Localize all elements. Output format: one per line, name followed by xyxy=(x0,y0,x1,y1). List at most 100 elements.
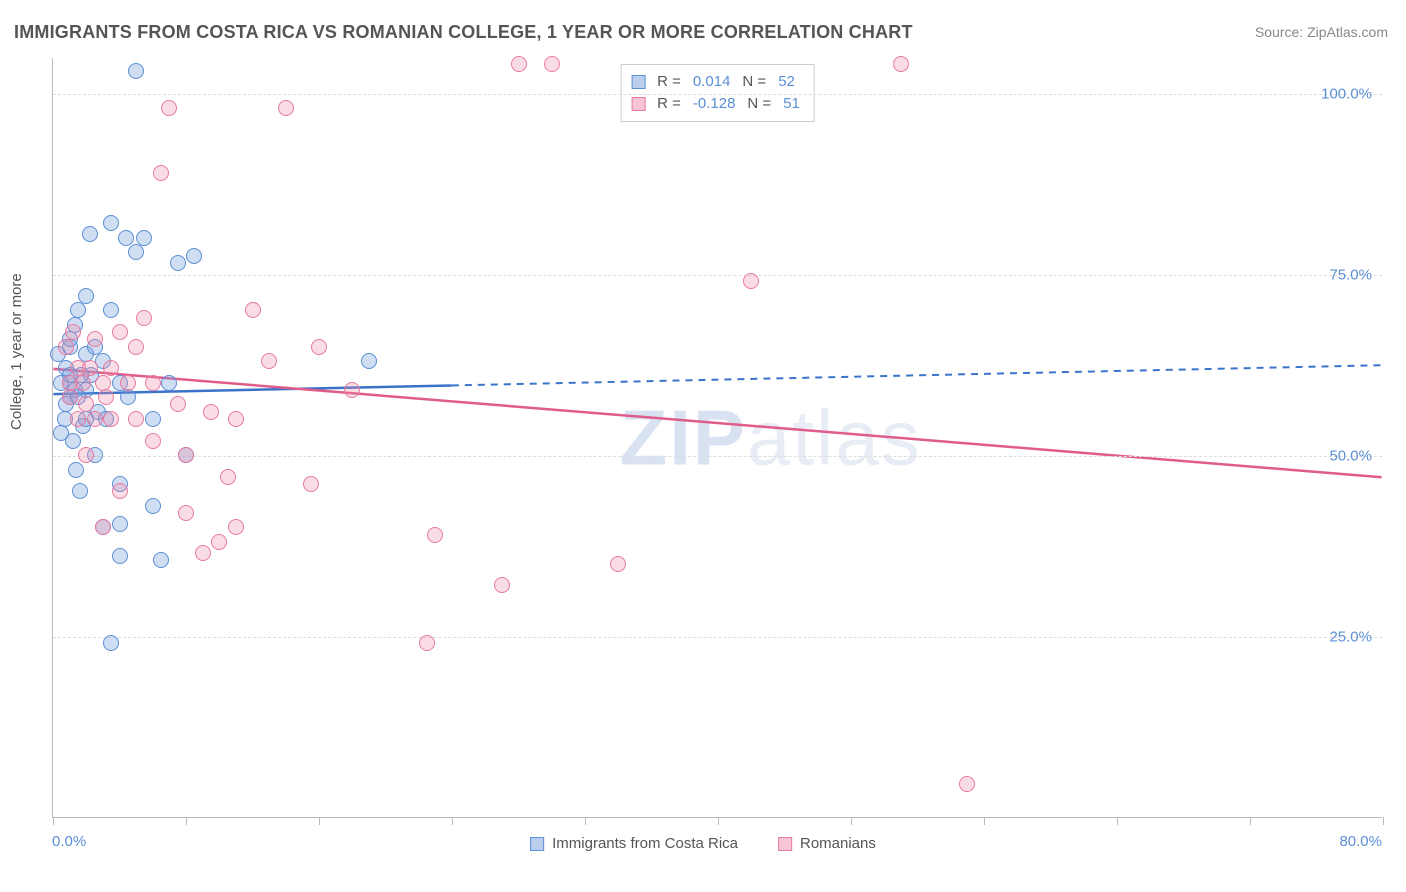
scatter-point xyxy=(68,462,84,478)
gridline xyxy=(53,456,1382,457)
gridline xyxy=(53,94,1382,95)
scatter-point xyxy=(78,447,94,463)
y-tick-label: 50.0% xyxy=(1329,448,1372,465)
scatter-point xyxy=(178,505,194,521)
scatter-point xyxy=(95,375,111,391)
scatter-point xyxy=(186,248,202,264)
scatter-point xyxy=(544,56,560,72)
r-value: -0.128 xyxy=(693,93,736,115)
scatter-point xyxy=(65,324,81,340)
n-label: N = xyxy=(747,93,771,115)
scatter-point xyxy=(120,389,136,405)
scatter-point xyxy=(112,324,128,340)
legend-item: Romanians xyxy=(778,835,876,852)
scatter-point xyxy=(959,776,975,792)
scatter-point xyxy=(161,375,177,391)
scatter-point xyxy=(361,353,377,369)
scatter-point xyxy=(610,556,626,572)
y-axis-label: College, 1 year or more xyxy=(8,273,25,430)
scatter-point xyxy=(494,577,510,593)
scatter-point xyxy=(278,100,294,116)
scatter-point xyxy=(103,411,119,427)
scatter-point xyxy=(98,389,114,405)
scatter-point xyxy=(103,360,119,376)
legend-row: R = 0.014 N = 52 xyxy=(631,71,800,93)
x-tick xyxy=(1383,817,1384,825)
legend-swatch xyxy=(631,75,645,89)
scatter-point xyxy=(228,411,244,427)
legend-label: Immigrants from Costa Rica xyxy=(552,835,738,852)
scatter-point xyxy=(95,519,111,535)
x-axis-max-label: 80.0% xyxy=(1339,833,1382,850)
trend-lines xyxy=(53,58,1382,817)
x-tick xyxy=(718,817,719,825)
r-label: R = xyxy=(657,93,681,115)
scatter-point xyxy=(261,353,277,369)
scatter-point xyxy=(153,165,169,181)
r-label: R = xyxy=(657,71,681,93)
scatter-point xyxy=(344,382,360,398)
scatter-point xyxy=(170,396,186,412)
scatter-point xyxy=(427,527,443,543)
scatter-point xyxy=(128,411,144,427)
scatter-point xyxy=(112,548,128,564)
scatter-point xyxy=(112,516,128,532)
scatter-point xyxy=(419,635,435,651)
y-tick-label: 75.0% xyxy=(1329,267,1372,284)
scatter-point xyxy=(145,411,161,427)
n-label: N = xyxy=(742,71,766,93)
scatter-point xyxy=(128,63,144,79)
chart-area: ZIPatlas R = 0.014 N = 52 R = -0.128 N =… xyxy=(52,58,1382,818)
x-tick xyxy=(585,817,586,825)
scatter-point xyxy=(195,545,211,561)
scatter-point xyxy=(118,230,134,246)
r-value: 0.014 xyxy=(693,71,731,93)
legend-series: Immigrants from Costa Rica Romanians xyxy=(530,835,876,852)
scatter-point xyxy=(72,483,88,499)
legend-label: Romanians xyxy=(800,835,876,852)
scatter-point xyxy=(220,469,236,485)
y-tick-label: 100.0% xyxy=(1321,86,1372,103)
x-tick xyxy=(1117,817,1118,825)
scatter-point xyxy=(303,476,319,492)
scatter-point xyxy=(70,302,86,318)
scatter-point xyxy=(78,288,94,304)
scatter-point xyxy=(245,302,261,318)
x-tick xyxy=(186,817,187,825)
scatter-point xyxy=(53,425,69,441)
scatter-point xyxy=(161,100,177,116)
gridline xyxy=(53,275,1382,276)
legend-swatch xyxy=(530,837,544,851)
scatter-point xyxy=(128,339,144,355)
legend-correlation: R = 0.014 N = 52 R = -0.128 N = 51 xyxy=(620,64,815,122)
n-value: 52 xyxy=(778,71,795,93)
source-label: Source: ZipAtlas.com xyxy=(1255,24,1388,40)
scatter-point xyxy=(511,56,527,72)
scatter-point xyxy=(70,411,86,427)
legend-item: Immigrants from Costa Rica xyxy=(530,835,738,852)
scatter-point xyxy=(103,302,119,318)
scatter-point xyxy=(103,635,119,651)
x-tick xyxy=(319,817,320,825)
scatter-point xyxy=(893,56,909,72)
scatter-point xyxy=(211,534,227,550)
scatter-point xyxy=(228,519,244,535)
scatter-point xyxy=(170,255,186,271)
x-tick xyxy=(984,817,985,825)
legend-row: R = -0.128 N = 51 xyxy=(631,93,800,115)
scatter-point xyxy=(128,244,144,260)
watermark: ZIPatlas xyxy=(620,392,922,483)
legend-swatch xyxy=(631,97,645,111)
scatter-point xyxy=(62,375,78,391)
scatter-point xyxy=(136,310,152,326)
scatter-point xyxy=(120,375,136,391)
scatter-point xyxy=(103,215,119,231)
x-tick xyxy=(1250,817,1251,825)
gridline xyxy=(53,637,1382,638)
x-axis-min-label: 0.0% xyxy=(52,833,86,850)
scatter-point xyxy=(203,404,219,420)
scatter-point xyxy=(145,433,161,449)
y-tick-label: 25.0% xyxy=(1329,629,1372,646)
scatter-point xyxy=(82,226,98,242)
x-tick xyxy=(851,817,852,825)
